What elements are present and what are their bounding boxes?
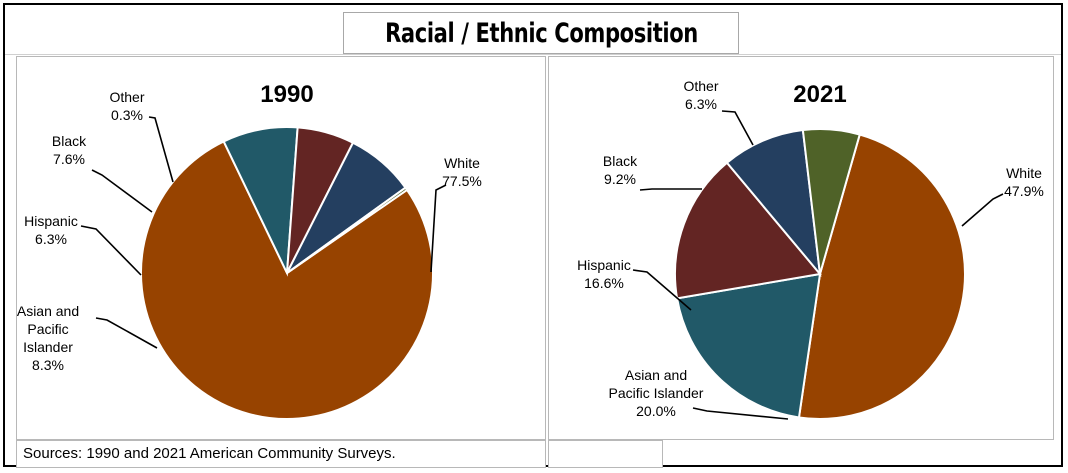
leader-line-white (961, 193, 1004, 227)
source-box: Sources: 1990 and 2021 American Communit… (16, 440, 546, 468)
leader-line-hispanic (632, 269, 692, 311)
slice-asian-and-pacific-islander (675, 272, 822, 419)
pie-title-1990: 1990 (260, 81, 313, 108)
data-label-asian-and-pacific-islander: Asian and Pacific Islander 8.3% (17, 303, 79, 373)
slice-other (801, 128, 861, 275)
data-label-black: Black 9.2% (603, 153, 638, 187)
leader-line-black (91, 169, 153, 213)
data-label-other: Other 0.3% (109, 89, 144, 123)
pie-chart-1990: 1990 White 77.5% Asian and Pacific Islander 8.… (17, 81, 482, 420)
slice-other (286, 186, 409, 274)
leader-line-white (430, 184, 447, 273)
data-label-other: Other 6.3% (683, 78, 718, 112)
leader-line-hispanic (80, 225, 142, 276)
pie-chart-2021: 2021 White 47.9% Asian and Pacific Islander 2… (577, 78, 1044, 420)
blank-cell (548, 440, 663, 468)
data-label-hispanic: Hispanic 6.3% (24, 213, 78, 247)
data-label-white: White 77.5% (442, 155, 482, 189)
slice-white (140, 140, 434, 420)
leader-line-black (639, 188, 702, 191)
leader-line-other (721, 110, 754, 146)
data-label-asian-and-pacific-islander: Asian and Pacific Islander 20.0% (609, 367, 704, 419)
source-note: Sources: 1990 and 2021 American Communit… (23, 445, 396, 462)
leader-line-asian-and-pacific-islander (95, 317, 158, 349)
pie-title-2021: 2021 (793, 81, 846, 108)
leader-line-asian-and-pacific-islander (692, 407, 789, 420)
data-label-white: White 47.9% (1004, 165, 1044, 199)
leader-line-other (148, 116, 174, 183)
grid-line (5, 54, 1061, 55)
chart-title: Racial / Ethnic Composition (384, 17, 698, 49)
data-label-hispanic: Hispanic 16.6% (577, 257, 631, 291)
data-label-black: Black 7.6% (52, 133, 87, 167)
slice-black (725, 128, 822, 278)
slice-hispanic (674, 161, 822, 300)
title-box: Racial / Ethnic Composition (343, 12, 739, 54)
